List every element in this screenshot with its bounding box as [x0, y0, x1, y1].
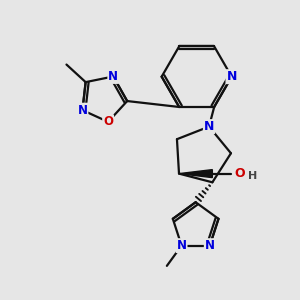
- Text: N: N: [108, 70, 118, 83]
- Text: O: O: [235, 167, 245, 180]
- Text: N: N: [226, 70, 237, 83]
- Text: N: N: [177, 239, 187, 252]
- Text: N: N: [204, 120, 214, 133]
- Text: O: O: [103, 116, 113, 128]
- Text: N: N: [205, 239, 215, 252]
- Text: N: N: [77, 104, 87, 117]
- Text: H: H: [248, 171, 257, 181]
- Polygon shape: [179, 169, 212, 178]
